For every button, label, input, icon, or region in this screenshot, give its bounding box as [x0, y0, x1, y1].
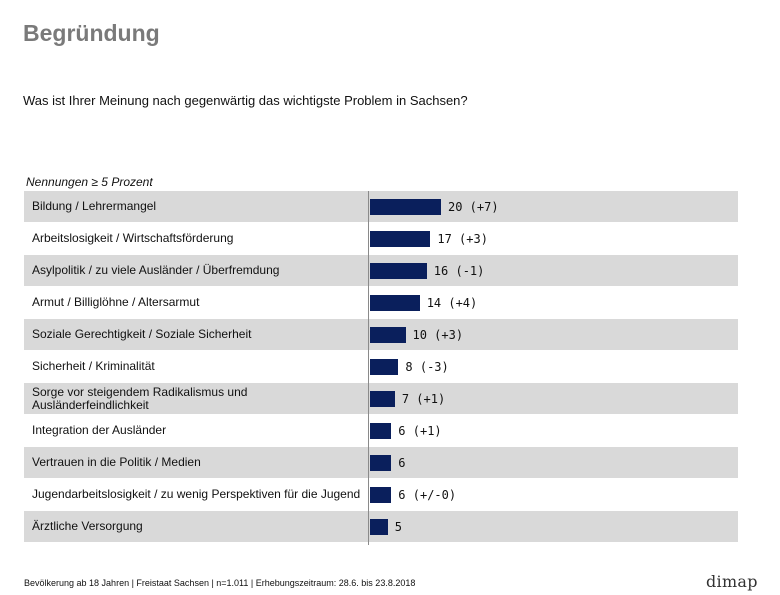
- category-label: Armut / Billiglöhne / Altersarmut: [32, 295, 200, 309]
- chart-row: Armut / Billiglöhne / Altersarmut 14 (+4): [24, 287, 738, 319]
- dimap-logo: dimap: [706, 572, 758, 591]
- chart-row: Sorge vor steigendem Radikalismus und Au…: [24, 383, 738, 415]
- category-label: Sorge vor steigendem Radikalismus und Au…: [32, 384, 248, 412]
- chart-row: Soziale Gerechtigkeit / Soziale Sicherhe…: [24, 319, 738, 351]
- category-label: Integration der Ausländer: [32, 423, 167, 437]
- bar: [370, 199, 441, 215]
- bar: [370, 519, 388, 535]
- value-label: 20 (+7): [448, 200, 499, 214]
- value-label: 14 (+4): [426, 296, 478, 310]
- value-label: 8 (-3): [405, 360, 449, 374]
- bar: [370, 359, 399, 375]
- value-label: 7 (+1): [401, 392, 446, 406]
- value-label: 17 (+3): [437, 232, 488, 246]
- chart-row: Arbeitslosigkeit / Wirtschaftsförderung 1…: [24, 223, 738, 255]
- chart-row: Ärztliche Versorgung 5: [24, 511, 738, 543]
- value-label: 6 (+/-0): [398, 488, 457, 502]
- bar: [370, 263, 427, 279]
- category-label: Soziale Gerechtigkeit / Soziale Sicherhe…: [32, 327, 252, 341]
- chart-row: Sicherheit / Kriminalität 8 (-3): [24, 351, 738, 383]
- bar: [370, 487, 392, 503]
- bar: [370, 231, 431, 247]
- value-label: 10 (+3): [412, 328, 464, 342]
- category-label: Jugendarbeitslosigkeit / zu wenig Perspe…: [32, 487, 361, 501]
- survey-question: Was ist Ihrer Meinung nach gegenwärtig d…: [23, 93, 468, 108]
- category-label: Ärztliche Versorgung: [32, 519, 143, 533]
- chart-row: Integration der Ausländer 6 (+1): [24, 415, 738, 447]
- bar-chart: Bildung / Lehrermangel 20 (+7) Arbeitslosi…: [24, 191, 738, 545]
- bar: [370, 423, 392, 439]
- chart-row: Vertrauen in die Politik / Medien 6: [24, 447, 738, 479]
- chart-row: Jugendarbeitslosigkeit / zu wenig Perspe…: [24, 479, 738, 511]
- bar: [370, 327, 406, 343]
- category-label: Arbeitslosigkeit / Wirtschaftsförderung: [32, 231, 234, 245]
- category-label: Asylpolitik / zu viele Ausländer / Überf…: [32, 263, 280, 277]
- bar: [370, 391, 395, 407]
- chart-row: Bildung / Lehrermangel 20 (+7): [24, 191, 738, 223]
- footer-source: Bevölkerung ab 18 Jahren | Freistaat Sac…: [24, 578, 416, 588]
- bar: [370, 455, 392, 471]
- axis-line: [368, 191, 369, 545]
- value-label: 16 (-1): [433, 264, 485, 278]
- bar: [370, 295, 420, 311]
- category-label: Vertrauen in die Politik / Medien: [32, 455, 201, 469]
- page-title: Begründung: [23, 20, 160, 46]
- category-label: Bildung / Lehrermangel: [32, 199, 157, 213]
- category-label: Sicherheit / Kriminalität: [32, 359, 155, 373]
- chart-row: Asylpolitik / zu viele Ausländer / Überf…: [24, 255, 738, 287]
- value-label: 6 (+1): [398, 424, 442, 438]
- filter-note: Nennungen ≥ 5 Prozent: [26, 175, 153, 189]
- value-label: 6: [398, 456, 406, 470]
- value-label: 5: [394, 520, 402, 534]
